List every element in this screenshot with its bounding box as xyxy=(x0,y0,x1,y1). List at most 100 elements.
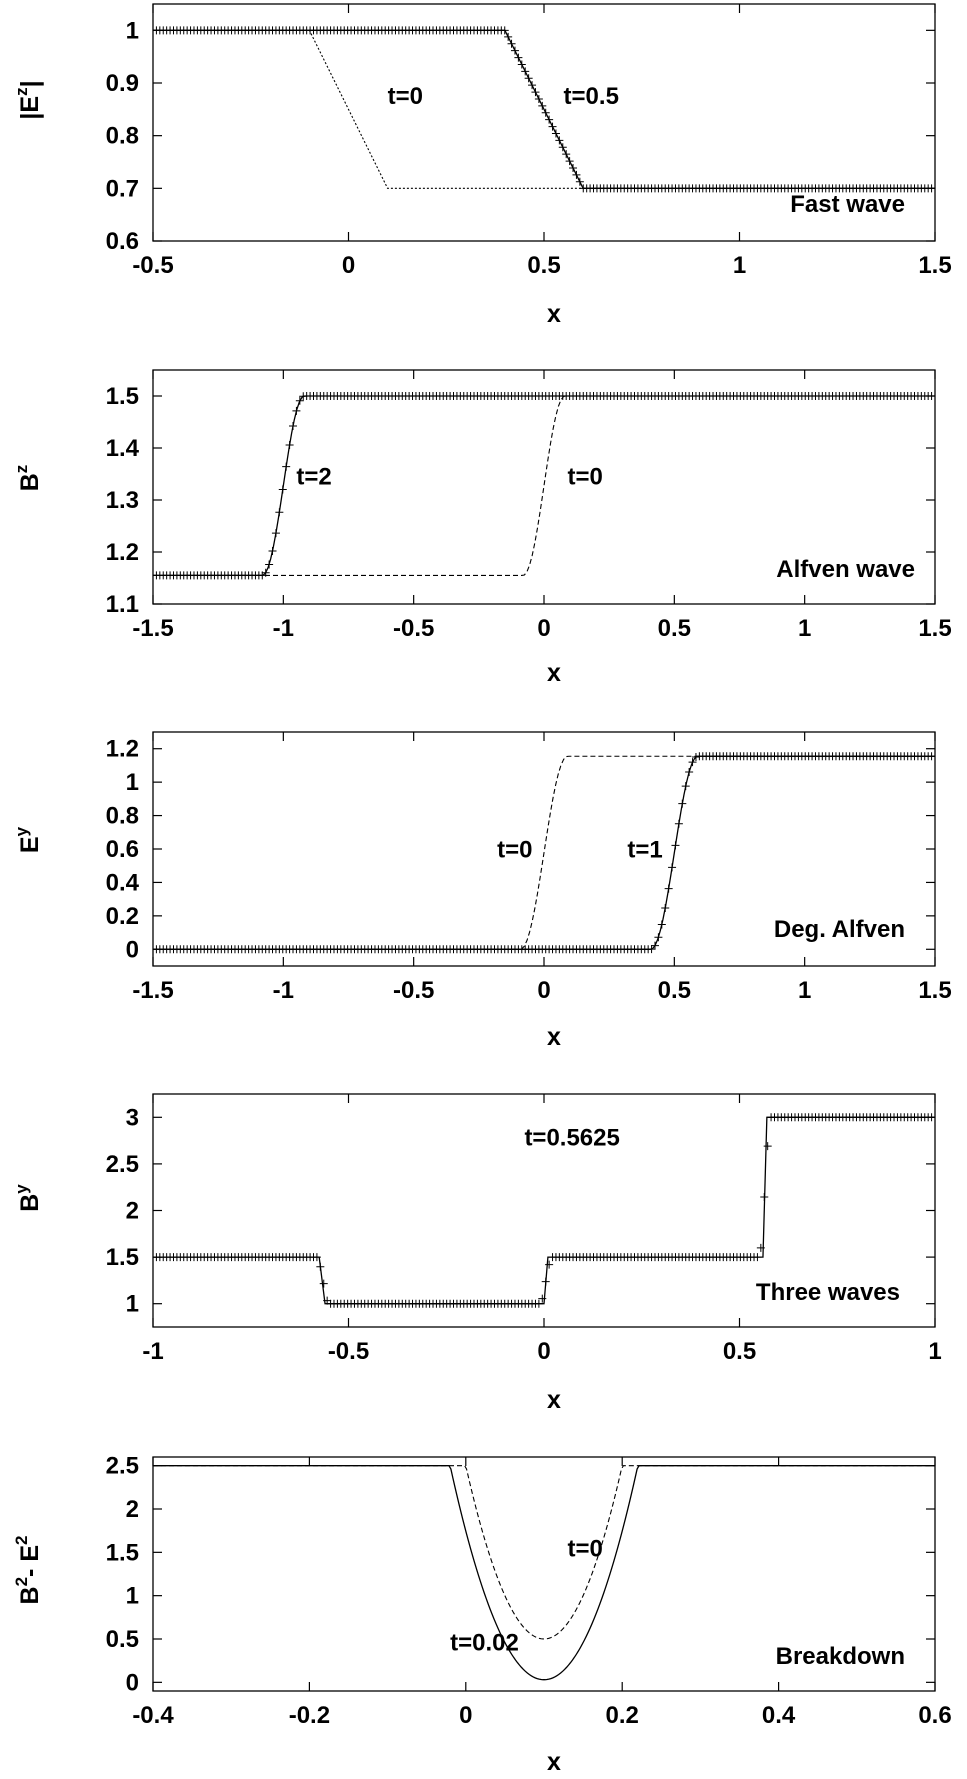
data-point xyxy=(548,122,557,131)
data-point xyxy=(316,1262,325,1271)
y-tick-label: 1.4 xyxy=(106,435,140,462)
y-tick-label: 0.2 xyxy=(106,903,139,930)
x-tick-label: 0.5 xyxy=(658,615,691,642)
data-point xyxy=(319,1279,328,1288)
data-point xyxy=(534,94,543,103)
data-point xyxy=(650,941,659,950)
data-point xyxy=(271,529,280,538)
y-tick-label: 1.1 xyxy=(106,591,139,618)
data-point xyxy=(538,1294,547,1303)
data-point xyxy=(756,1243,765,1252)
data-point xyxy=(282,462,291,471)
data-point xyxy=(534,1299,543,1308)
data-point xyxy=(275,508,284,517)
x-tick-label: -1 xyxy=(273,977,294,1004)
series-points xyxy=(153,1113,935,1308)
curve-annotation: t=0 xyxy=(567,463,602,490)
curve-annotation: t=0 xyxy=(567,1536,602,1563)
x-tick-label: 1.5 xyxy=(918,977,951,1004)
x-tick-label: 1 xyxy=(733,252,746,279)
x-tick-label: 0 xyxy=(537,615,550,642)
data-point xyxy=(760,1192,769,1201)
x-tick-label: 0.6 xyxy=(918,1702,951,1729)
x-tick-label: 0 xyxy=(537,1338,550,1365)
y-tick-label: 2 xyxy=(126,1198,139,1225)
y-axis-label: |Ez| xyxy=(12,80,44,119)
y-tick-label: 0.7 xyxy=(106,175,139,202)
x-tick-label: 1 xyxy=(928,1338,941,1365)
data-point xyxy=(261,568,270,577)
data-point xyxy=(545,1260,554,1269)
x-tick-label: -1.5 xyxy=(132,615,173,642)
data-point xyxy=(500,26,509,35)
x-axis-label: x xyxy=(547,300,561,328)
data-point xyxy=(555,136,564,145)
data-point xyxy=(671,841,680,850)
data-point xyxy=(545,115,554,124)
curve-annotation: t=0.02 xyxy=(450,1629,519,1656)
x-tick-label: 0 xyxy=(342,252,355,279)
curve-annotation: t=1 xyxy=(627,836,662,863)
panel-label: Deg. Alfven xyxy=(774,916,905,943)
data-point xyxy=(654,933,663,942)
data-point xyxy=(691,752,700,761)
y-axis-label: B2- E2 xyxy=(12,1536,44,1605)
data-point xyxy=(562,150,571,159)
x-tick-label: 0.5 xyxy=(723,1338,756,1365)
panel-label: Three waves xyxy=(756,1279,900,1306)
data-point xyxy=(931,752,935,761)
panel-1: -0.5 0 0.5 1 1.5 0.6 0.7 0.8 0.9 1 x |Ez| t=0 t=0.5 Fa… xyxy=(12,3,952,328)
series-points xyxy=(153,392,935,580)
y-tick-label: 1 xyxy=(126,769,139,796)
data-point xyxy=(517,60,526,69)
y-tick-label: 2.5 xyxy=(106,1453,139,1480)
x-tick-label: 0 xyxy=(537,977,550,1004)
data-point xyxy=(268,546,277,555)
series-points xyxy=(153,752,935,954)
x-axis-label: x xyxy=(547,1023,561,1051)
curve-annotation: t=0.5 xyxy=(564,83,619,110)
x-tick-label: 1.5 xyxy=(918,252,951,279)
data-point xyxy=(647,945,656,954)
y-tick-label: 1.5 xyxy=(106,1539,139,1566)
data-point xyxy=(514,53,523,62)
y-tick-label: 0.9 xyxy=(106,70,139,97)
plot-area xyxy=(153,392,935,580)
data-point xyxy=(688,758,697,767)
curve-annotation: t=0 xyxy=(388,83,423,110)
series-line-t=0.5 xyxy=(153,29,935,189)
curve-annotation: t=0 xyxy=(497,836,532,863)
y-tick-label: 0.6 xyxy=(106,228,139,255)
y-axis-label: Bz xyxy=(12,465,44,492)
data-point xyxy=(657,920,666,929)
x-tick-label: 1 xyxy=(798,977,811,1004)
y-axis-label: By xyxy=(12,1184,44,1212)
panel-5: -0.4 -0.2 0 0.2 0.4 0.6 0 0.5 1 1.5 2 2.5 x B2- E2 t=0… xyxy=(12,1453,952,1776)
y-tick-label: 0.5 xyxy=(106,1626,139,1653)
y-tick-label: 1.2 xyxy=(106,539,139,566)
data-point xyxy=(312,1253,321,1262)
y-tick-label: 1 xyxy=(126,1291,139,1318)
data-point xyxy=(931,392,935,400)
data-point xyxy=(572,170,581,179)
data-point xyxy=(668,863,677,872)
y-tick-label: 2.5 xyxy=(106,1151,139,1178)
x-axis-label: x xyxy=(547,1748,561,1776)
y-tick-label: 3 xyxy=(126,1104,139,1131)
x-tick-label: 0.5 xyxy=(527,252,560,279)
y-tick-label: 1 xyxy=(126,1583,139,1610)
x-tick-label: -1 xyxy=(273,615,294,642)
x-tick-label: -0.5 xyxy=(393,977,434,1004)
series-points xyxy=(153,26,935,193)
y-tick-label: 1 xyxy=(126,17,139,44)
y-tick-label: 1.5 xyxy=(106,1244,139,1271)
plot-area xyxy=(153,1465,935,1681)
data-point xyxy=(278,485,287,494)
plot-area xyxy=(153,1113,935,1308)
data-point xyxy=(541,1277,550,1286)
curve-annotation: t=2 xyxy=(296,463,331,490)
plot-area xyxy=(153,26,935,193)
data-point xyxy=(541,108,550,117)
data-point xyxy=(504,32,513,41)
